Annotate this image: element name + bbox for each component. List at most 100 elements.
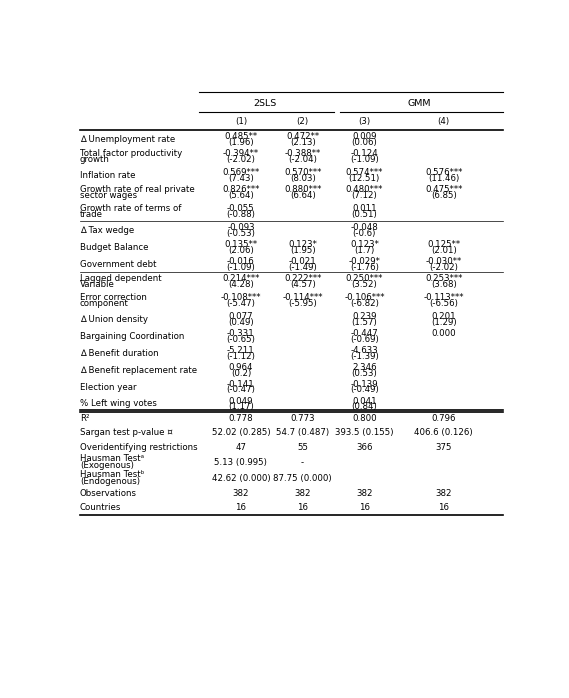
Text: (1.29): (1.29) [431,318,456,327]
Text: Hausman Testᵃ: Hausman Testᵃ [80,454,144,463]
Text: Observations: Observations [80,489,137,498]
Text: 2SLS: 2SLS [254,99,277,108]
Text: (-0.6): (-0.6) [353,229,376,238]
Text: 16: 16 [236,503,246,512]
Text: 0.472**: 0.472** [286,132,319,141]
Text: (-0.69): (-0.69) [350,334,379,343]
Text: 0.077: 0.077 [229,312,253,321]
Text: 0.009: 0.009 [352,132,377,141]
Text: (-0.88): (-0.88) [226,211,255,219]
Text: (3): (3) [358,117,370,126]
Text: 0.485**: 0.485** [224,132,257,141]
Text: 0.000: 0.000 [431,329,456,338]
Text: -0.139: -0.139 [351,380,378,389]
Text: -0.113***: -0.113*** [423,293,464,302]
Text: 0.011: 0.011 [352,205,377,213]
Text: -0.106***: -0.106*** [344,293,385,302]
Text: 0.239: 0.239 [352,312,377,321]
Text: -0.021: -0.021 [288,257,316,266]
Text: 0.964: 0.964 [229,363,253,372]
Text: (1.17): (1.17) [228,402,254,411]
Text: ∆ Union density: ∆ Union density [80,315,148,324]
Text: GMM: GMM [408,99,431,108]
Text: (-2.02): (-2.02) [430,262,458,272]
Text: (7.12): (7.12) [352,191,377,200]
Text: (-0.53): (-0.53) [226,229,255,238]
Text: 382: 382 [435,489,452,498]
Text: (4.28): (4.28) [228,281,254,290]
Text: -0.029*: -0.029* [348,257,380,266]
Text: Countries: Countries [80,503,121,512]
Text: 375: 375 [435,443,452,452]
Text: Variable: Variable [80,281,115,290]
Text: (-0.47): (-0.47) [226,385,255,394]
Text: (11.46): (11.46) [428,174,459,183]
Text: 382: 382 [356,489,373,498]
Text: (-1.39): (-1.39) [350,352,379,361]
Text: 55: 55 [297,443,308,452]
Text: 0.574***: 0.574*** [346,168,383,177]
Text: (-1.09): (-1.09) [226,262,255,272]
Text: component: component [80,299,129,309]
Text: 54.7 (0.487): 54.7 (0.487) [276,429,329,438]
Text: 52.02 (0.285): 52.02 (0.285) [212,429,270,438]
Text: -0.114***: -0.114*** [282,293,323,302]
Text: (3.68): (3.68) [431,281,457,290]
Text: (Endogenous): (Endogenous) [80,477,140,486]
Text: 42.62 (0.000): 42.62 (0.000) [212,474,270,482]
Text: -0.447: -0.447 [351,329,378,338]
Text: Sargan test p-value ¤: Sargan test p-value ¤ [80,429,173,438]
Text: (12.51): (12.51) [349,174,380,183]
Text: Budget Balance: Budget Balance [80,243,149,252]
Text: (0.51): (0.51) [352,211,377,219]
Text: (-2.04): (-2.04) [288,156,317,165]
Text: growth: growth [80,156,110,165]
Text: ∆ Unemployment rate: ∆ Unemployment rate [80,135,175,144]
Text: 0.123*: 0.123* [350,240,379,249]
Text: trade: trade [80,211,103,219]
Text: 0.475***: 0.475*** [425,185,463,194]
Text: ∆ Benefit replacement rate: ∆ Benefit replacement rate [80,366,197,375]
Text: 0.569***: 0.569*** [222,168,259,177]
Text: (3.52): (3.52) [352,281,377,290]
Text: (2.13): (2.13) [290,138,316,147]
Text: (2.01): (2.01) [431,246,457,255]
Text: 0.253***: 0.253*** [425,274,463,283]
Text: 406.6 (0.126): 406.6 (0.126) [414,429,473,438]
Text: -0.394**: -0.394** [223,149,259,158]
Text: Election year: Election year [80,383,137,392]
Text: 382: 382 [294,489,311,498]
Text: 0.570***: 0.570*** [284,168,321,177]
Text: (4): (4) [438,117,450,126]
Text: (8.03): (8.03) [290,174,316,183]
Text: -0.124: -0.124 [351,149,378,158]
Text: 0.222***: 0.222*** [284,274,321,283]
Text: (0.53): (0.53) [352,369,377,378]
Text: 0.800: 0.800 [352,414,377,423]
Text: 393.5 (0.155): 393.5 (0.155) [335,429,394,438]
Text: (-1.76): (-1.76) [350,262,379,272]
Text: Lagged dependent: Lagged dependent [80,274,162,283]
Text: -: - [301,458,304,467]
Text: -0.093: -0.093 [227,223,255,232]
Text: (1.7): (1.7) [354,246,374,255]
Text: 366: 366 [356,443,373,452]
Text: (-0.65): (-0.65) [226,334,255,343]
Text: (0.49): (0.49) [228,318,254,327]
Text: ∆ Tax wedge: ∆ Tax wedge [80,226,134,235]
Text: -5.211: -5.211 [227,346,255,355]
Text: (-2.02): (-2.02) [226,156,255,165]
Text: 5.13 (0.995): 5.13 (0.995) [215,458,267,467]
Text: (-1.09): (-1.09) [350,156,379,165]
Text: 0.480***: 0.480*** [346,185,383,194]
Text: 0.826***: 0.826*** [222,185,259,194]
Text: (Exogenous): (Exogenous) [80,461,134,470]
Text: -0.108***: -0.108*** [221,293,261,302]
Text: (2): (2) [296,117,309,126]
Text: R²: R² [80,414,89,423]
Text: -4.633: -4.633 [351,346,378,355]
Text: 0.041: 0.041 [352,396,377,406]
Text: Growth rate of terms of: Growth rate of terms of [80,205,182,213]
Text: 47: 47 [236,443,246,452]
Text: (5.64): (5.64) [228,191,254,200]
